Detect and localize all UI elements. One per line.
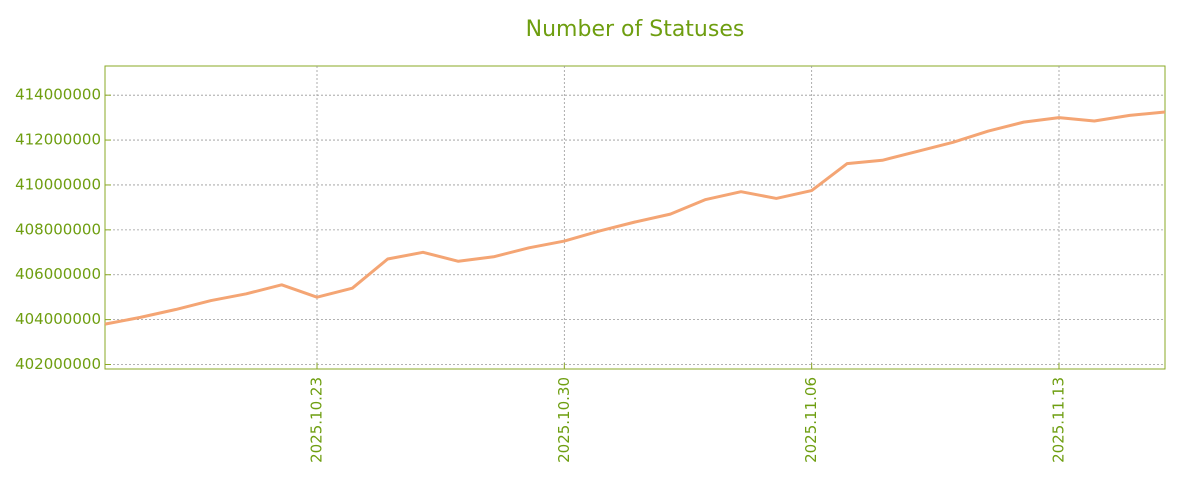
y-tick-label: 402000000 bbox=[15, 355, 101, 373]
x-tick-label: 2025.11.13 bbox=[1050, 377, 1068, 463]
y-tick-label: 414000000 bbox=[15, 86, 101, 104]
plot-frame bbox=[104, 65, 1166, 370]
y-tick-label: 406000000 bbox=[15, 265, 101, 283]
y-tick-label: 410000000 bbox=[15, 175, 101, 193]
x-tick-label: 2025.11.06 bbox=[802, 377, 820, 463]
y-tick-label: 408000000 bbox=[15, 220, 101, 238]
x-tick-label: 2025.10.23 bbox=[308, 377, 326, 463]
data-line bbox=[104, 110, 1166, 326]
x-tick-label: 2025.10.30 bbox=[555, 377, 573, 463]
y-tick-label: 404000000 bbox=[15, 310, 101, 328]
y-tick-label: 412000000 bbox=[15, 131, 101, 149]
chart-title: Number of Statuses bbox=[526, 17, 745, 42]
